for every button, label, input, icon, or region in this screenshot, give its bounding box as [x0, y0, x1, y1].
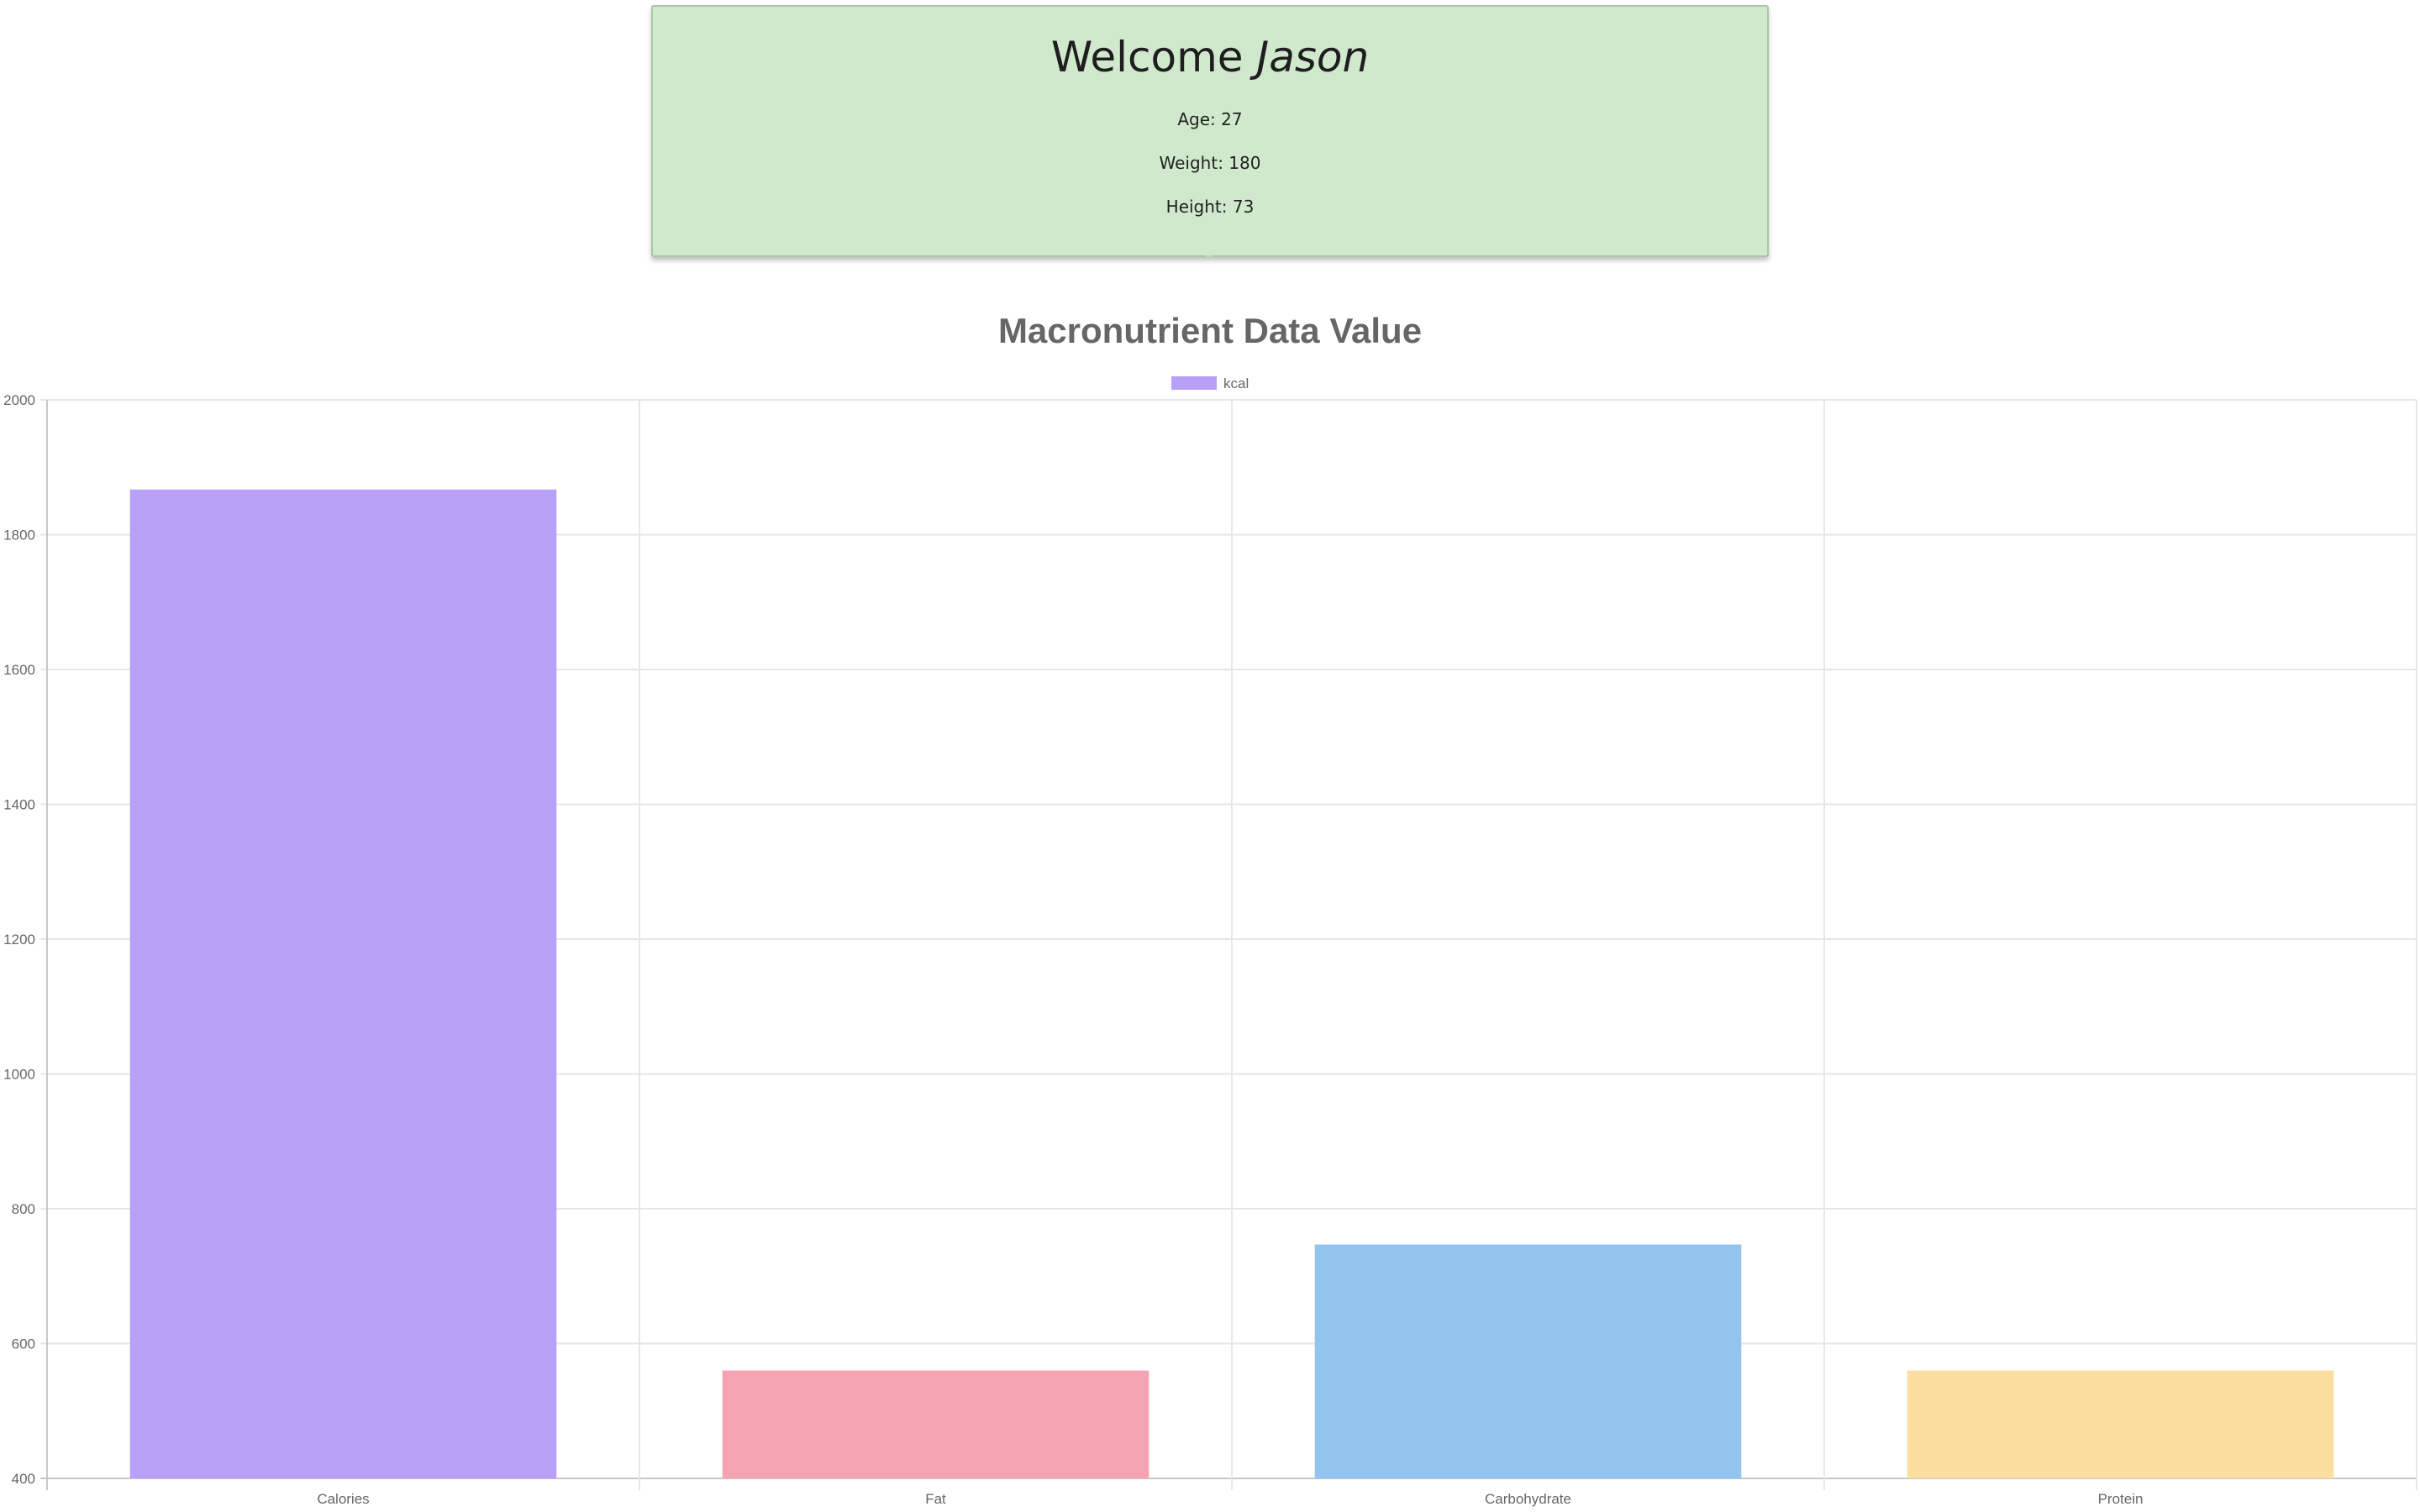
card-resize-handle [1205, 255, 1213, 259]
chart-bars [129, 489, 2334, 1479]
profile-card: Welcome Jason Age: 27 Weight: 180 Height… [651, 5, 1769, 259]
bar-carbohydrate [1314, 1244, 1742, 1478]
y-tick-label: 400 [12, 1471, 35, 1487]
bar-protein [1907, 1370, 2334, 1478]
x-tick-label-calories: Calories [317, 1491, 369, 1507]
welcome-heading: Welcome Jason [653, 30, 1767, 84]
x-tick-label-carbohydrate: Carbohydrate [1485, 1491, 1571, 1507]
legend-label-kcal: kcal [1223, 375, 1249, 391]
x-tick-label-protein: Protein [2098, 1491, 2144, 1507]
chart-legend: kcal [1171, 375, 1249, 391]
y-tick-label: 1400 [3, 797, 35, 813]
welcome-prefix: Welcome [1050, 33, 1244, 81]
x-axis: Calories Fat Carbohydrate Protein [317, 1491, 2143, 1507]
chart-title: Macronutrient Data Value [998, 311, 1422, 350]
y-tick-label: 1200 [3, 932, 35, 948]
y-tick-label: 1800 [3, 528, 35, 543]
weight-text: Weight: 180 [1159, 153, 1261, 173]
y-tick-label: 2000 [3, 392, 35, 408]
y-tick-label: 1600 [3, 662, 35, 678]
y-axis: 2000 1800 1600 1400 1200 1000 800 600 400 [3, 392, 35, 1487]
y-tick-label: 1000 [3, 1067, 35, 1083]
bar-fat [722, 1370, 1150, 1478]
user-name: Jason [1256, 33, 1370, 81]
y-tick-label: 600 [12, 1336, 35, 1352]
y-tick-label: 800 [12, 1201, 35, 1217]
macronutrient-bar-chart: Macronutrient Data Value kcal 2000 1800 16… [3, 311, 2417, 1507]
age-text: Age: 27 [1177, 109, 1243, 129]
height-text: Height: 73 [1165, 197, 1255, 217]
x-tick-label-fat: Fat [925, 1491, 946, 1507]
bar-calories [129, 489, 557, 1479]
legend-swatch-kcal [1171, 376, 1217, 390]
